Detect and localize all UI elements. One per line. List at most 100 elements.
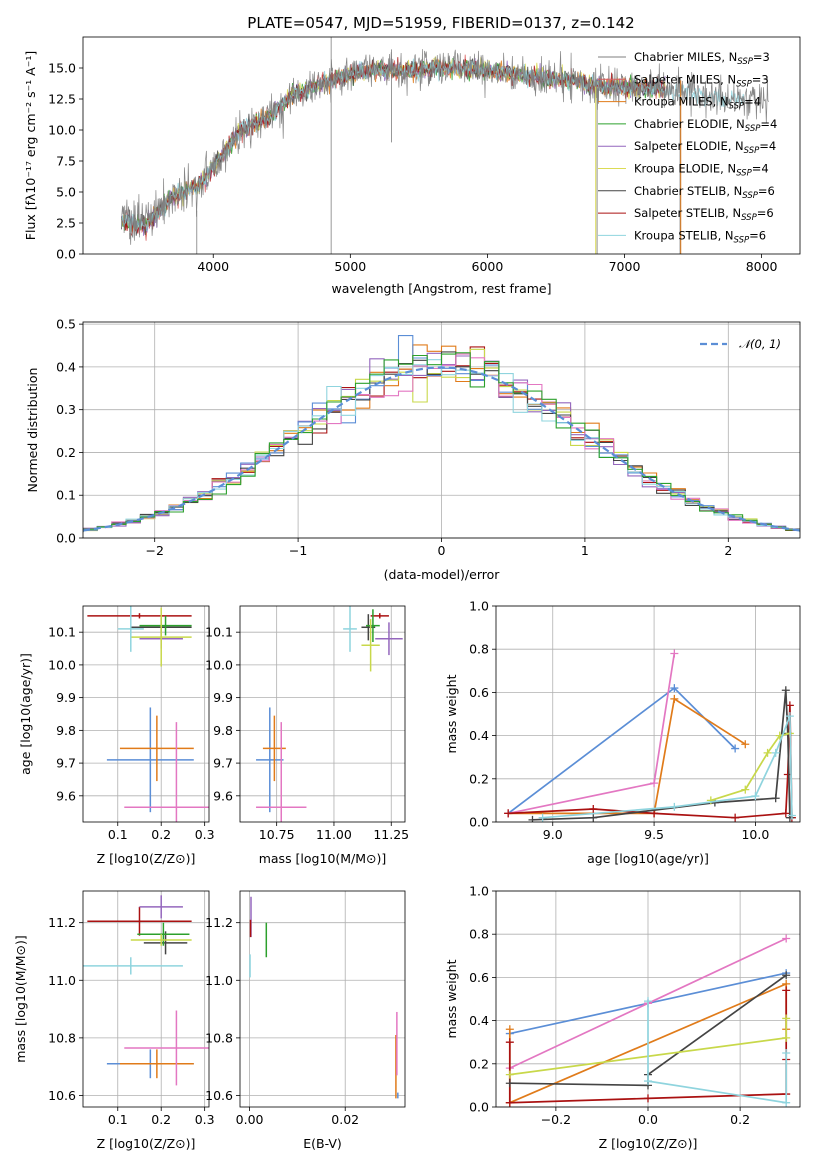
legend-entry: Salpeter STELIB, NSSP=6 [634,206,774,223]
y-tick-label: 9.7 [56,756,76,771]
y-tick-label: 11.0 [48,973,76,988]
y-tick-label: 10.6 [205,1088,233,1103]
mass_vs_EBV-frame [239,890,406,1108]
x-tick-label: 0.3 [195,827,215,842]
age_vs_mass-frame [239,605,406,823]
y-tick-label: 9.8 [56,723,76,738]
x-tick-label: 0 [438,543,446,558]
y-axis-label: mass [log10(M/M⊙)] [13,935,28,1063]
data-point-marker [589,805,598,814]
data-point-marker [670,694,679,703]
y-tick-label: 9.9 [213,690,233,705]
data-point-marker [771,794,780,803]
spectrum-series-line [121,49,769,245]
y-tick-label: 15.0 [48,61,76,76]
y-tick-label: 5.0 [56,185,76,200]
age_vs_Z-points [87,606,209,822]
legend-entry: 𝒩(0, 1) [739,337,781,351]
x-axis-label: (data-model)/error [384,567,501,582]
data-point-marker [782,1049,791,1057]
age_vs_mass-points [256,606,403,822]
x-tick-label: 1 [581,543,589,558]
data-point-marker [670,802,679,811]
y-tick-label: 0.0 [56,531,76,546]
y-tick-label: 0.1 [56,488,76,503]
y-tick-label: 10.1 [205,625,233,640]
y-axis-label: age [log10(age/yr)] [18,653,33,775]
massweight_vs_Z-axes: −0.2 0.0 0.2 0.0 0.2 0.4 0.6 0.8 1.0 [469,884,800,1127]
x-tick-label: −1 [289,543,307,558]
data-point-marker [644,1077,652,1086]
data-point-marker [589,813,598,822]
x-tick-label: 5000 [334,259,366,274]
series-line [508,697,746,815]
y-tick-label: 0.8 [469,642,489,657]
y-tick-label: 12.5 [48,92,76,107]
data-point-marker [782,934,791,943]
data-point-marker [504,809,513,818]
data-point-marker [741,785,750,794]
y-tick-label: 9.6 [213,788,233,803]
y-tick-label: 0.2 [469,771,489,786]
y-tick-label: 1.0 [469,884,489,899]
legend-entry: Salpeter ELODIE, NSSP=4 [634,139,776,156]
y-tick-label: 0.0 [469,815,489,830]
mass_vs_EBV-axes: 0.00 0.02 10.6 10.8 11.0 11.2 [205,891,405,1127]
data-point-marker [731,813,740,822]
x-axis-label: wavelength [Angstrom, rest frame] [331,281,551,296]
x-tick-label: 0.02 [331,1112,359,1127]
x-tick-label: 0.00 [236,1112,264,1127]
legend-entry: Kroupa MILES, NSSP=4 [634,95,761,112]
massweight_vs_Z-frame [495,890,801,1108]
y-tick-label: 9.8 [213,723,233,738]
x-tick-label: −2 [145,543,163,558]
x-tick-label: 11.00 [316,827,352,842]
massweight_vs_age-series [504,649,796,822]
data-point-marker [670,649,679,658]
spectrum-lines [120,37,769,254]
x-tick-label: 0.3 [195,1112,215,1127]
y-tick-label: 0.4 [469,1013,489,1028]
x-axis-label: Z [log10(Z/Z⊙)] [97,851,196,866]
series-line [647,1001,788,1104]
series-line [507,686,736,815]
data-point-marker [782,1098,791,1107]
mass_vs_Z-axes: 0.1 0.2 0.3 10.6 10.8 11.0 11.2 [48,891,215,1127]
x-tick-label: 0.1 [108,1112,128,1127]
y-tick-label: 10.6 [48,1088,76,1103]
legend-entry: Chabrier ELODIE, NSSP=4 [634,117,777,134]
y-tick-label: 9.7 [213,756,233,771]
data-point-marker [787,811,796,820]
data-point-marker [782,1014,791,1023]
data-point-marker [644,997,652,1006]
age_vs_Z-frame [82,605,210,823]
data-point-marker [781,686,790,695]
y-tick-label: 0.6 [469,685,489,700]
y-tick-label: 10.0 [205,657,233,672]
massweight_vs_Z-series [505,934,791,1107]
massweight_vs_age-axes: 9.0 9.5 10.0 0.0 0.2 0.4 0.6 0.8 1.0 [469,599,800,842]
figure-title: PLATE=0547, MJD=51959, FIBERID=0137, z=0… [247,14,634,32]
data-point-marker [706,796,715,805]
y-tick-label: 0.4 [56,359,76,374]
legend-entry: Chabrier STELIB, NSSP=6 [634,184,775,201]
data-point-marker [528,815,537,822]
age_vs_Z-axes: 0.1 0.2 0.3 9.6 9.7 9.8 9.9 10.0 10.1 [48,606,215,842]
y-tick-label: 10.0 [48,657,76,672]
x-tick-label: 0.2 [151,1112,171,1127]
x-axis-label: E(B-V) [303,1136,342,1151]
y-tick-label: 0.2 [56,445,76,460]
data-point-marker [751,792,760,801]
y-tick-label: 11.2 [48,915,76,930]
x-tick-label: 0.2 [730,1112,750,1127]
mass_vs_EBV-points [249,896,399,1099]
mass_vs_Z-points [83,895,209,1086]
y-axis-label: mass weight [444,959,459,1038]
data-point-marker [731,744,740,753]
y-tick-label: 0.0 [56,247,76,262]
series-line [508,990,788,1104]
x-tick-label: 7000 [609,259,641,274]
y-tick-label: 2.5 [56,216,76,231]
y-tick-label: 9.9 [56,690,76,705]
y-tick-label: 1.0 [469,599,489,614]
